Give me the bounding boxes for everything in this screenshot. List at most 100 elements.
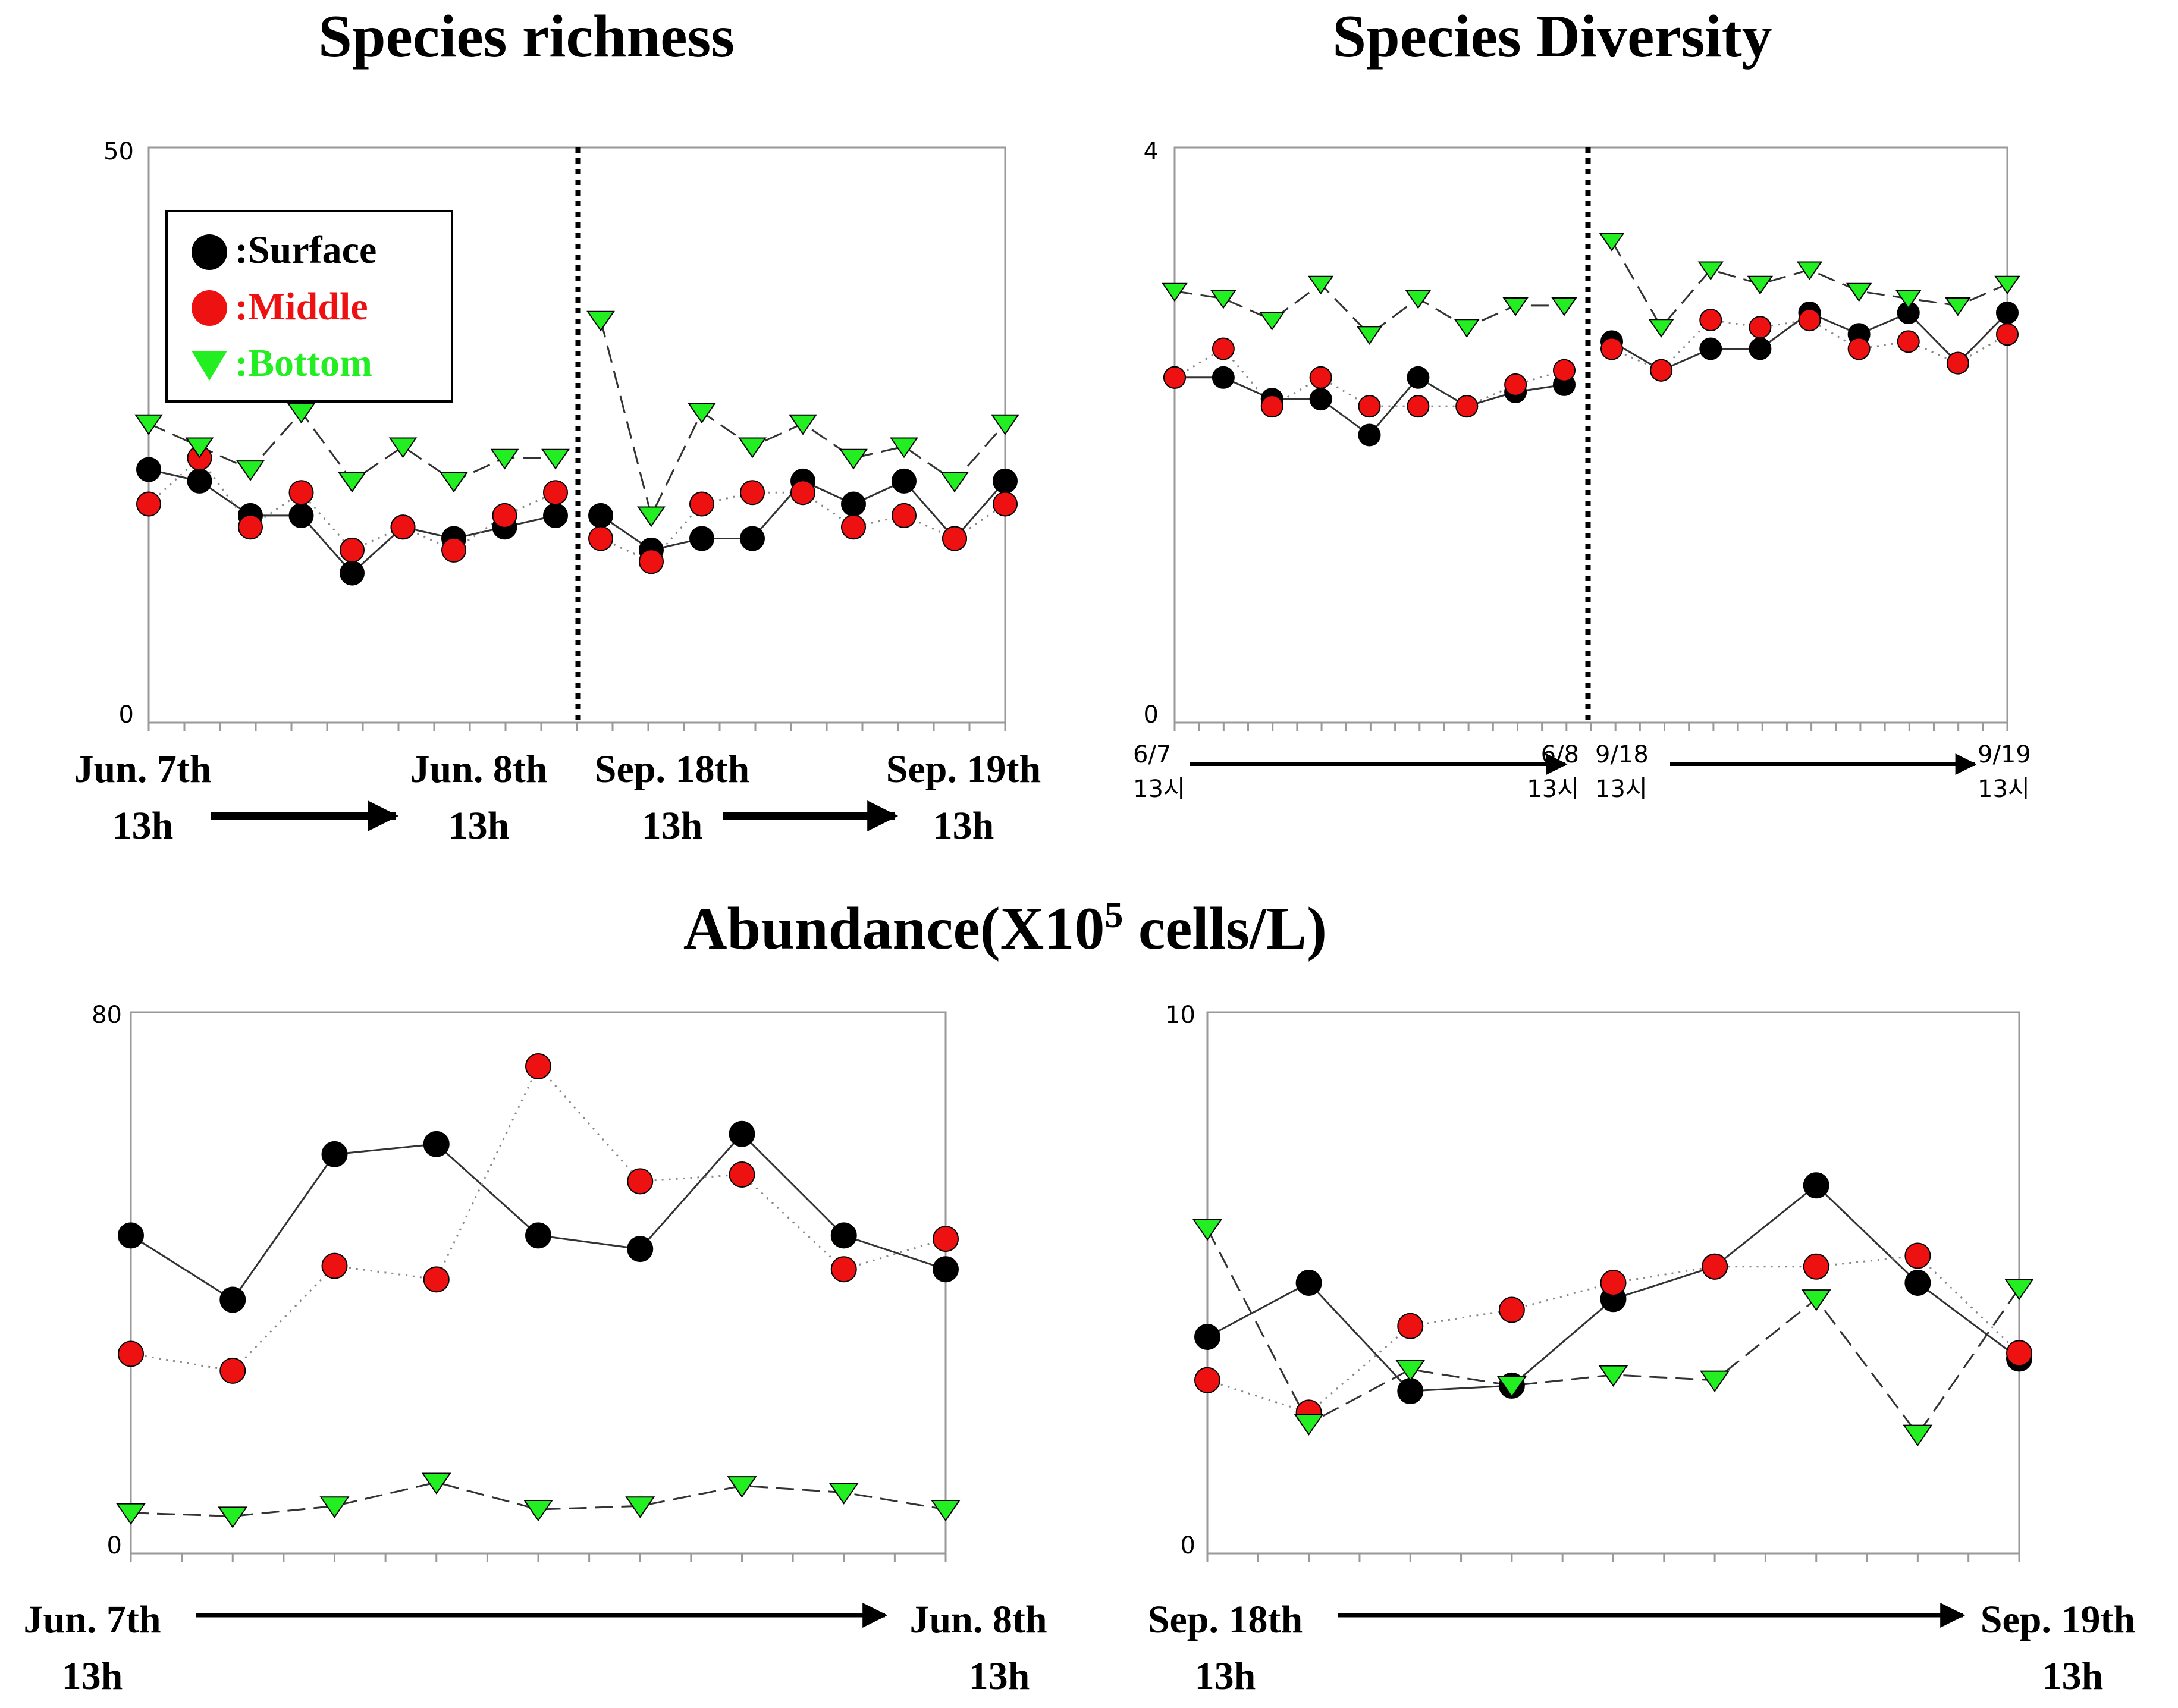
richness-jun-bottom-point-3 [287, 403, 316, 424]
diversity-label-67: 6/7 [1133, 741, 1171, 768]
abundance-june-bottom-point-5 [625, 1496, 655, 1518]
abundance-sep-middle-point-2 [1397, 1313, 1424, 1339]
richness-label-jun7-hour: 13h [112, 804, 174, 847]
richness-chart: 50 0 :Surface :Middle :Bottom Jun. 7th 1… [74, 138, 1041, 847]
diversity-jun-bottom-point-1 [1210, 290, 1236, 309]
richness-sep-middle-point-3 [740, 480, 765, 506]
diversity-sep-bottom-point-3 [1747, 275, 1774, 295]
richness-sep-middle-point-2 [689, 491, 714, 517]
abundance-june-bottom-point-6 [727, 1476, 757, 1498]
richness-jun-bottom-point-8 [541, 448, 570, 470]
abundance-june-middle-point-8 [933, 1226, 959, 1252]
abundance-june-bottom-point-7 [828, 1483, 859, 1505]
richness-sep-bottom-point-5 [839, 448, 868, 470]
diversity-sep-middle-point-1 [1650, 359, 1673, 382]
diversity-label-919-hour: 13시 [1978, 775, 2030, 803]
abundance-sep-ytick-top: 10 [1165, 1001, 1195, 1029]
richness-jun-bottom-line [148, 410, 556, 482]
abundance-june-surface-line [130, 1132, 946, 1301]
abundance-june-label-end-hour: 13h [969, 1654, 1030, 1698]
legend-surface-label: :Surface [235, 228, 376, 272]
abundance-sep-bottom-line [1206, 1228, 2020, 1436]
abundance-sep-middle-point-7 [1904, 1242, 1931, 1269]
diversity-jun-bottom-point-0 [1162, 282, 1188, 302]
richness-label-jun8: Jun. 8th [410, 748, 547, 791]
diversity-sep-bottom-point-4 [1796, 261, 1823, 281]
diversity-sep-surface-point-8 [1996, 302, 2019, 325]
diversity-jun-surface-point-1 [1212, 366, 1235, 389]
richness-sep-middle-point-8 [993, 491, 1018, 517]
abundance-sep-label-start: Sep. 18th [1148, 1598, 1303, 1641]
abundance-june-surface-point-7 [830, 1222, 857, 1249]
richness-jun-bottom-point-7 [490, 448, 519, 470]
abundance-june-ytick-bottom: 0 [107, 1532, 122, 1559]
abundance-june-bottom-point-4 [523, 1499, 554, 1522]
diversity-chart: 4 0 6/7 13시 6/8 13시 9/18 13시 9/19 13시 [1133, 138, 2031, 803]
diversity-jun-bottom-point-7 [1502, 297, 1529, 316]
richness-jun-surface-point-1 [187, 468, 212, 494]
richness-jun-middle-line [147, 456, 556, 551]
abundance-june-series [115, 1053, 961, 1562]
richness-sep-middle-point-5 [841, 514, 866, 540]
richness-jun-middle-point-6 [441, 537, 466, 563]
diversity-sep-middle-point-3 [1749, 316, 1772, 339]
diversity-sep-middle-point-5 [1847, 337, 1871, 360]
richness-sep-bottom-point-1 [637, 506, 666, 528]
abundance-sep-middle-line [1207, 1254, 2020, 1414]
diversity-sep-bottom-point-6 [1895, 290, 1922, 309]
abundance-june-bottom-point-0 [115, 1503, 146, 1525]
diversity-jun-middle-point-5 [1407, 395, 1430, 418]
abundance-sep-bottom-point-5 [1700, 1370, 1730, 1393]
diversity-jun-bottom-point-5 [1405, 290, 1432, 309]
richness-sep-middle-point-6 [892, 503, 917, 528]
diversity-jun-bottom-point-3 [1307, 275, 1334, 295]
abundance-june-surface-point-4 [525, 1222, 551, 1249]
abundance-sep-ytick-bottom: 0 [1181, 1532, 1195, 1559]
diversity-jun-surface-point-4 [1358, 423, 1381, 447]
abundance-june-label-start-hour: 13h [62, 1654, 123, 1698]
richness-label-jun8-hour: 13h [448, 804, 510, 847]
abundance-june-middle-point-2 [321, 1252, 348, 1279]
legend: :Surface :Middle :Bottom [165, 210, 453, 403]
diversity-plot-frame [1173, 146, 2008, 724]
diversity-sep-middle-point-0 [1600, 337, 1623, 360]
legend-bottom-marker [192, 351, 227, 381]
richness-jun-middle-point-8 [543, 480, 568, 506]
abundance-june-middle-point-0 [118, 1340, 144, 1367]
diversity-jun-bottom-point-4 [1356, 326, 1383, 345]
abundance-june-bottom-line [130, 1481, 946, 1517]
abundance-june-middle-point-3 [423, 1266, 450, 1293]
abundance-title: Abundance(X105 cells/L) [683, 895, 1327, 962]
diversity-sep-middle-point-8 [1996, 323, 2019, 346]
abundance-sep-surface-point-0 [1194, 1324, 1220, 1350]
abundance-june-surface-point-6 [729, 1120, 755, 1147]
richness-jun-middle-point-4 [340, 537, 365, 563]
abundance-june-label-end: Jun. 8th [909, 1598, 1047, 1641]
diversity-label-68-hour: 13시 [1527, 775, 1579, 803]
richness-sep-surface-point-0 [588, 503, 613, 528]
abundance-june-middle-point-7 [830, 1256, 857, 1283]
diversity-jun-middle-point-6 [1455, 395, 1479, 418]
diversity-jun-bottom-point-8 [1551, 297, 1577, 316]
diversity-label-918-hour: 13시 [1595, 775, 1647, 803]
diversity-label-919: 9/19 [1978, 741, 2031, 768]
abundance-june-middle-point-6 [729, 1161, 755, 1188]
diversity-jun-surface-point-5 [1407, 366, 1430, 389]
richness-label-sep19-hour: 13h [933, 804, 994, 847]
diversity-sep-middle-point-6 [1897, 330, 1920, 353]
abundance-sep-bottom-point-2 [1395, 1360, 1426, 1382]
diversity-jun-middle-point-1 [1212, 337, 1235, 360]
abundance-sep-label-start-hour: 13h [1195, 1654, 1256, 1698]
abundance-june-surface-point-3 [423, 1131, 450, 1157]
abundance-june-surface-point-1 [219, 1286, 246, 1313]
diversity-jun-bottom-point-2 [1259, 312, 1285, 331]
abundance-june-label-start: Jun. 7th [23, 1598, 161, 1641]
abundance-sep-middle-point-5 [1702, 1253, 1728, 1280]
diversity-sep-middle-point-2 [1699, 309, 1722, 332]
abundance-june-surface-point-5 [627, 1236, 654, 1263]
richness-jun-middle-point-0 [136, 491, 161, 517]
abundance-june-ytick-top: 80 [92, 1001, 122, 1029]
abundance-june-bottom-point-2 [319, 1496, 350, 1518]
abundance-sep-bottom-point-8 [2004, 1278, 2035, 1301]
abundance-june-bottom-point-8 [930, 1499, 961, 1522]
